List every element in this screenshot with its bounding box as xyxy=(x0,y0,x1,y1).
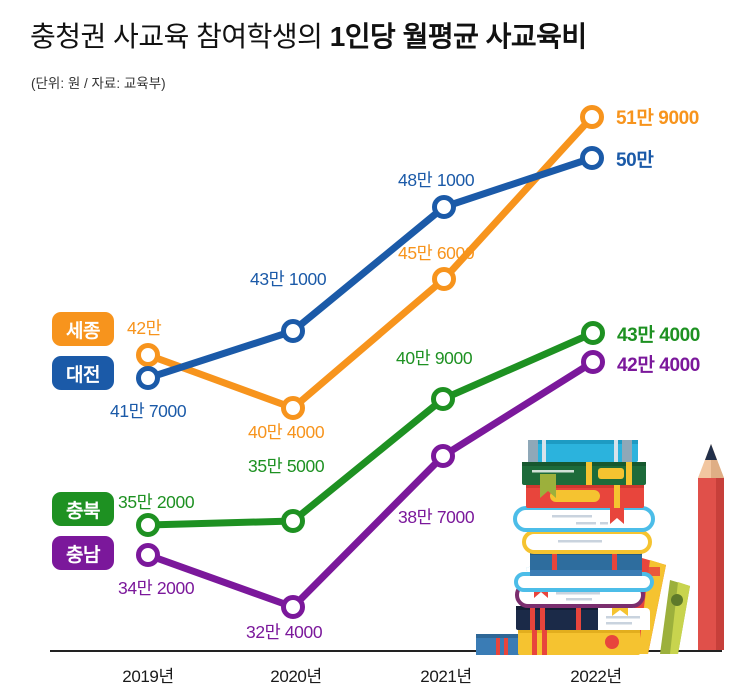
value-label-sejong-2020: 40만 4000 xyxy=(248,422,325,442)
series-line-chungbuk xyxy=(144,329,597,529)
axis-tick-2019: 2019년 xyxy=(122,667,174,686)
axis-tick-2021: 2021년 xyxy=(420,667,472,686)
stack-of-books-illustration xyxy=(476,440,724,655)
book-stack-cyan-top xyxy=(528,440,638,462)
data-point-chungbuk-2020[interactable] xyxy=(281,509,305,533)
data-point-sejong-2021[interactable] xyxy=(432,267,456,291)
value-label-chungnam-2021: 38만 7000 xyxy=(398,507,475,527)
page-title-plain: 충청권 사교육 참여학생의 xyxy=(30,21,330,52)
axis-tick-2022: 2022년 xyxy=(570,667,622,686)
data-point-chungbuk-2019[interactable] xyxy=(136,513,160,537)
data-point-daejeon-2020[interactable] xyxy=(281,319,305,343)
legend-badge-daejeon[interactable]: 대전 xyxy=(52,356,114,390)
value-label-chungbuk-2020: 35만 5000 xyxy=(248,456,325,476)
value-label-daejeon-2019: 41만 7000 xyxy=(110,401,187,421)
book-stack-lightblue-thin xyxy=(514,572,654,592)
value-label-sejong-2019: 42만 xyxy=(127,318,162,338)
book-stack-lightblue-outline xyxy=(513,504,655,532)
value-label-chungnam-2020: 32만 4000 xyxy=(246,622,323,642)
data-point-chungnam-2021[interactable] xyxy=(431,444,455,468)
page-title-emphasis: 1인당 월평균 사교육비 xyxy=(329,21,587,52)
data-point-chungnam-2019[interactable] xyxy=(136,543,160,567)
data-point-chungbuk-2021[interactable] xyxy=(431,387,455,411)
value-label-chungnam-2019: 34만 2000 xyxy=(118,578,195,598)
legend-badge-chungnam[interactable]: 충남 xyxy=(52,536,114,570)
legend-badge-sejong[interactable]: 세종 xyxy=(52,312,114,346)
value-label-chungbuk-2022: 43만 4000 xyxy=(617,325,700,346)
axis-tick-2020: 2020년 xyxy=(270,667,322,686)
series-line-chungnam xyxy=(144,358,597,611)
series-line-daejeon xyxy=(144,154,596,382)
legend-badge-chungbuk[interactable]: 충북 xyxy=(52,492,114,526)
value-label-daejeon-2021: 48만 1000 xyxy=(398,170,475,190)
value-label-sejong-2021: 45만 6000 xyxy=(398,243,475,263)
pencil-icon xyxy=(698,444,724,650)
page-title: 충청권 사교육 참여학생의 1인당 월평균 사교육비 xyxy=(30,18,587,56)
page-subtitle: (단위: 원 / 자료: 교육부) xyxy=(31,76,166,91)
value-label-chungbuk-2019: 35만 2000 xyxy=(118,492,195,512)
book-leaning-right-olive xyxy=(660,580,690,654)
data-point-daejeon-2022[interactable] xyxy=(580,146,604,170)
value-label-chungbuk-2021: 40만 9000 xyxy=(396,348,473,368)
series-line-sejong xyxy=(144,113,596,412)
data-point-chungnam-2020[interactable] xyxy=(281,595,305,619)
data-point-sejong-2022[interactable] xyxy=(580,105,604,129)
value-label-daejeon-2020: 43만 1000 xyxy=(250,269,327,289)
data-point-sejong-2020[interactable] xyxy=(281,396,305,420)
data-point-chungnam-2022[interactable] xyxy=(581,350,605,374)
value-label-chungnam-2022: 42만 4000 xyxy=(617,355,700,376)
data-point-daejeon-2019[interactable] xyxy=(136,366,160,390)
data-point-chungbuk-2022[interactable] xyxy=(581,321,605,345)
book-stack-green xyxy=(522,462,646,498)
data-point-sejong-2019[interactable] xyxy=(136,343,160,367)
value-label-daejeon-2022: 50만 xyxy=(616,150,654,171)
book-stack-yellow-outline xyxy=(522,530,652,554)
value-label-sejong-2022: 51만 9000 xyxy=(616,108,699,129)
data-point-daejeon-2021[interactable] xyxy=(432,195,456,219)
book-stack-yellow-base xyxy=(518,628,640,655)
